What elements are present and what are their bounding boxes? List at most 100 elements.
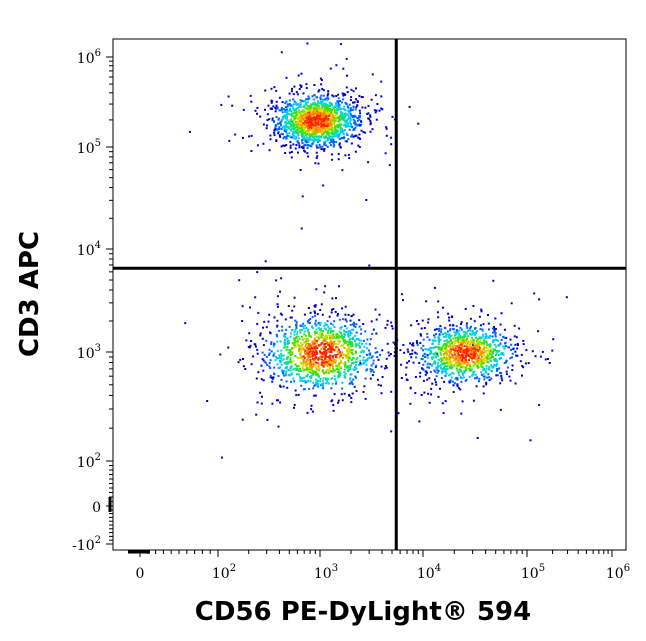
event-dot — [341, 351, 344, 354]
event-dot — [290, 118, 293, 121]
event-dot — [312, 140, 315, 143]
event-dot — [343, 346, 346, 349]
event-dot — [489, 360, 492, 362]
event-dot — [306, 362, 309, 365]
event-dot — [319, 378, 322, 380]
event-dot — [304, 133, 307, 136]
event-dot — [284, 111, 287, 114]
event-dot — [354, 123, 357, 126]
event-dot — [326, 99, 329, 102]
event-dot — [312, 350, 314, 353]
event-dot — [525, 349, 528, 352]
y-tick-label: 105 — [77, 138, 101, 157]
event-dot — [228, 139, 231, 142]
event-dot — [320, 132, 323, 135]
event-dot — [264, 108, 266, 111]
event-dot — [345, 330, 348, 333]
event-dot — [455, 329, 458, 331]
event-dot — [422, 349, 424, 352]
event-dot — [286, 110, 289, 113]
event-dot — [317, 146, 320, 149]
event-dot — [334, 356, 337, 358]
event-dot — [494, 335, 497, 338]
event-dot — [338, 362, 341, 365]
event-dot — [474, 356, 477, 359]
event-dot — [272, 105, 275, 108]
event-dot — [262, 379, 265, 382]
event-dot — [336, 124, 339, 127]
event-dot — [273, 120, 275, 123]
event-dot — [350, 114, 353, 117]
event-dot — [447, 358, 450, 361]
event-dot — [335, 114, 338, 117]
event-dot — [385, 127, 388, 130]
event-dot — [330, 400, 333, 403]
event-dot — [327, 115, 330, 118]
event-dot — [370, 320, 373, 323]
event-dot — [295, 345, 297, 348]
event-dot — [307, 137, 309, 140]
event-dot — [324, 361, 327, 363]
event-dot — [288, 103, 291, 106]
event-dot — [313, 112, 316, 115]
event-dot — [465, 322, 468, 325]
event-dot — [381, 349, 384, 352]
event-dot — [438, 338, 440, 340]
event-dot — [485, 359, 488, 362]
event-dot — [353, 369, 356, 371]
event-dot — [380, 95, 383, 98]
event-dot — [484, 356, 487, 359]
event-dot — [344, 342, 347, 344]
event-dot — [317, 123, 319, 126]
event-dot — [279, 135, 282, 138]
event-dot — [284, 361, 287, 364]
event-dot — [330, 123, 333, 126]
event-dot — [418, 362, 421, 364]
event-dot — [343, 374, 346, 377]
event-dot — [350, 380, 353, 383]
event-dot — [409, 386, 412, 389]
event-dot — [426, 348, 429, 351]
event-dot — [276, 335, 279, 338]
event-dot — [466, 337, 469, 340]
event-dot — [288, 325, 291, 328]
event-dot — [329, 360, 332, 363]
event-dot — [500, 338, 503, 341]
event-dot — [299, 361, 302, 364]
event-dot — [341, 381, 344, 384]
event-dot — [481, 351, 484, 354]
x-axis-title: CD56 PE-DyLight® 594 — [195, 597, 531, 627]
event-dot — [474, 350, 477, 353]
event-dot — [424, 373, 427, 376]
event-dot — [339, 365, 342, 368]
event-dot — [511, 356, 513, 359]
event-dot — [332, 340, 335, 343]
event-dot — [300, 348, 303, 351]
event-dot — [502, 335, 505, 338]
event-dot — [457, 341, 460, 344]
event-dot — [260, 402, 263, 405]
event-dot — [307, 354, 310, 356]
event-dot — [244, 368, 247, 370]
event-dot — [480, 308, 483, 311]
event-dot — [310, 113, 313, 116]
event-dot — [402, 299, 404, 302]
event-dot — [352, 322, 355, 325]
event-dot — [257, 371, 260, 374]
event-dot — [347, 110, 350, 113]
event-dot — [492, 348, 495, 351]
event-dot — [296, 330, 299, 333]
event-dot — [444, 345, 447, 348]
event-dot — [446, 365, 449, 368]
event-dot — [472, 363, 475, 366]
event-dot — [326, 96, 329, 99]
event-dot — [227, 95, 230, 98]
event-dot — [344, 318, 347, 321]
event-dot — [380, 80, 383, 83]
event-dot — [449, 329, 452, 332]
event-dot — [323, 148, 326, 150]
event-dot — [389, 353, 392, 355]
event-dot — [344, 313, 347, 316]
event-dot — [281, 329, 284, 332]
event-dot — [283, 144, 286, 147]
